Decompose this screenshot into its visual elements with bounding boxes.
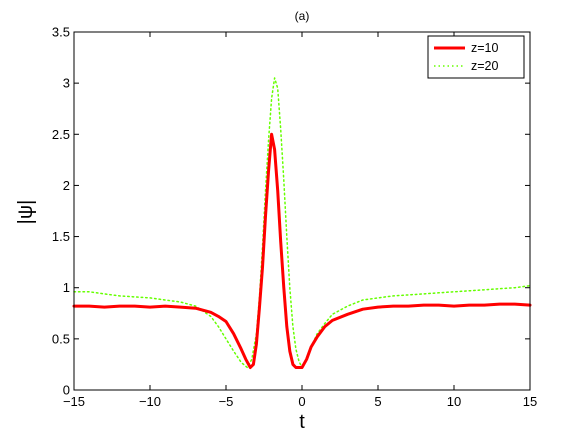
legend: z=10 z=20 [427,35,525,79]
chart-title: (a) [295,9,310,23]
series-line-z10 [72,132,532,369]
y-axis: 0 0.5 1 1.5 2 2.5 3 3.5 [52,25,530,398]
y-tick-label: 1.5 [52,229,70,244]
y-tick-label: 0.5 [52,331,70,346]
x-tick-label: 5 [374,394,381,409]
series-layer [72,77,532,369]
y-tick-label: 3.5 [52,25,70,40]
legend-label-z10: z=10 [471,41,499,55]
x-axis: −15 −10 −5 0 5 10 15 [63,32,537,409]
x-tick-label: −5 [219,394,234,409]
x-tick-label: 15 [523,394,537,409]
y-tick-label: 1 [63,280,70,295]
x-axis-title: t [299,411,305,433]
x-tick-label: −15 [63,394,85,409]
y-axis-title: |ψ| [15,200,37,225]
x-tick-label: 0 [298,394,305,409]
y-tick-label: 3 [63,76,70,91]
legend-label-z20: z=20 [471,59,499,73]
x-tick-label: 10 [447,394,461,409]
legend-box [427,35,525,79]
x-tick-label: −10 [139,394,161,409]
y-tick-label: 0 [63,383,70,398]
y-tick-label: 2.5 [52,127,70,142]
y-tick-label: 2 [63,178,70,193]
